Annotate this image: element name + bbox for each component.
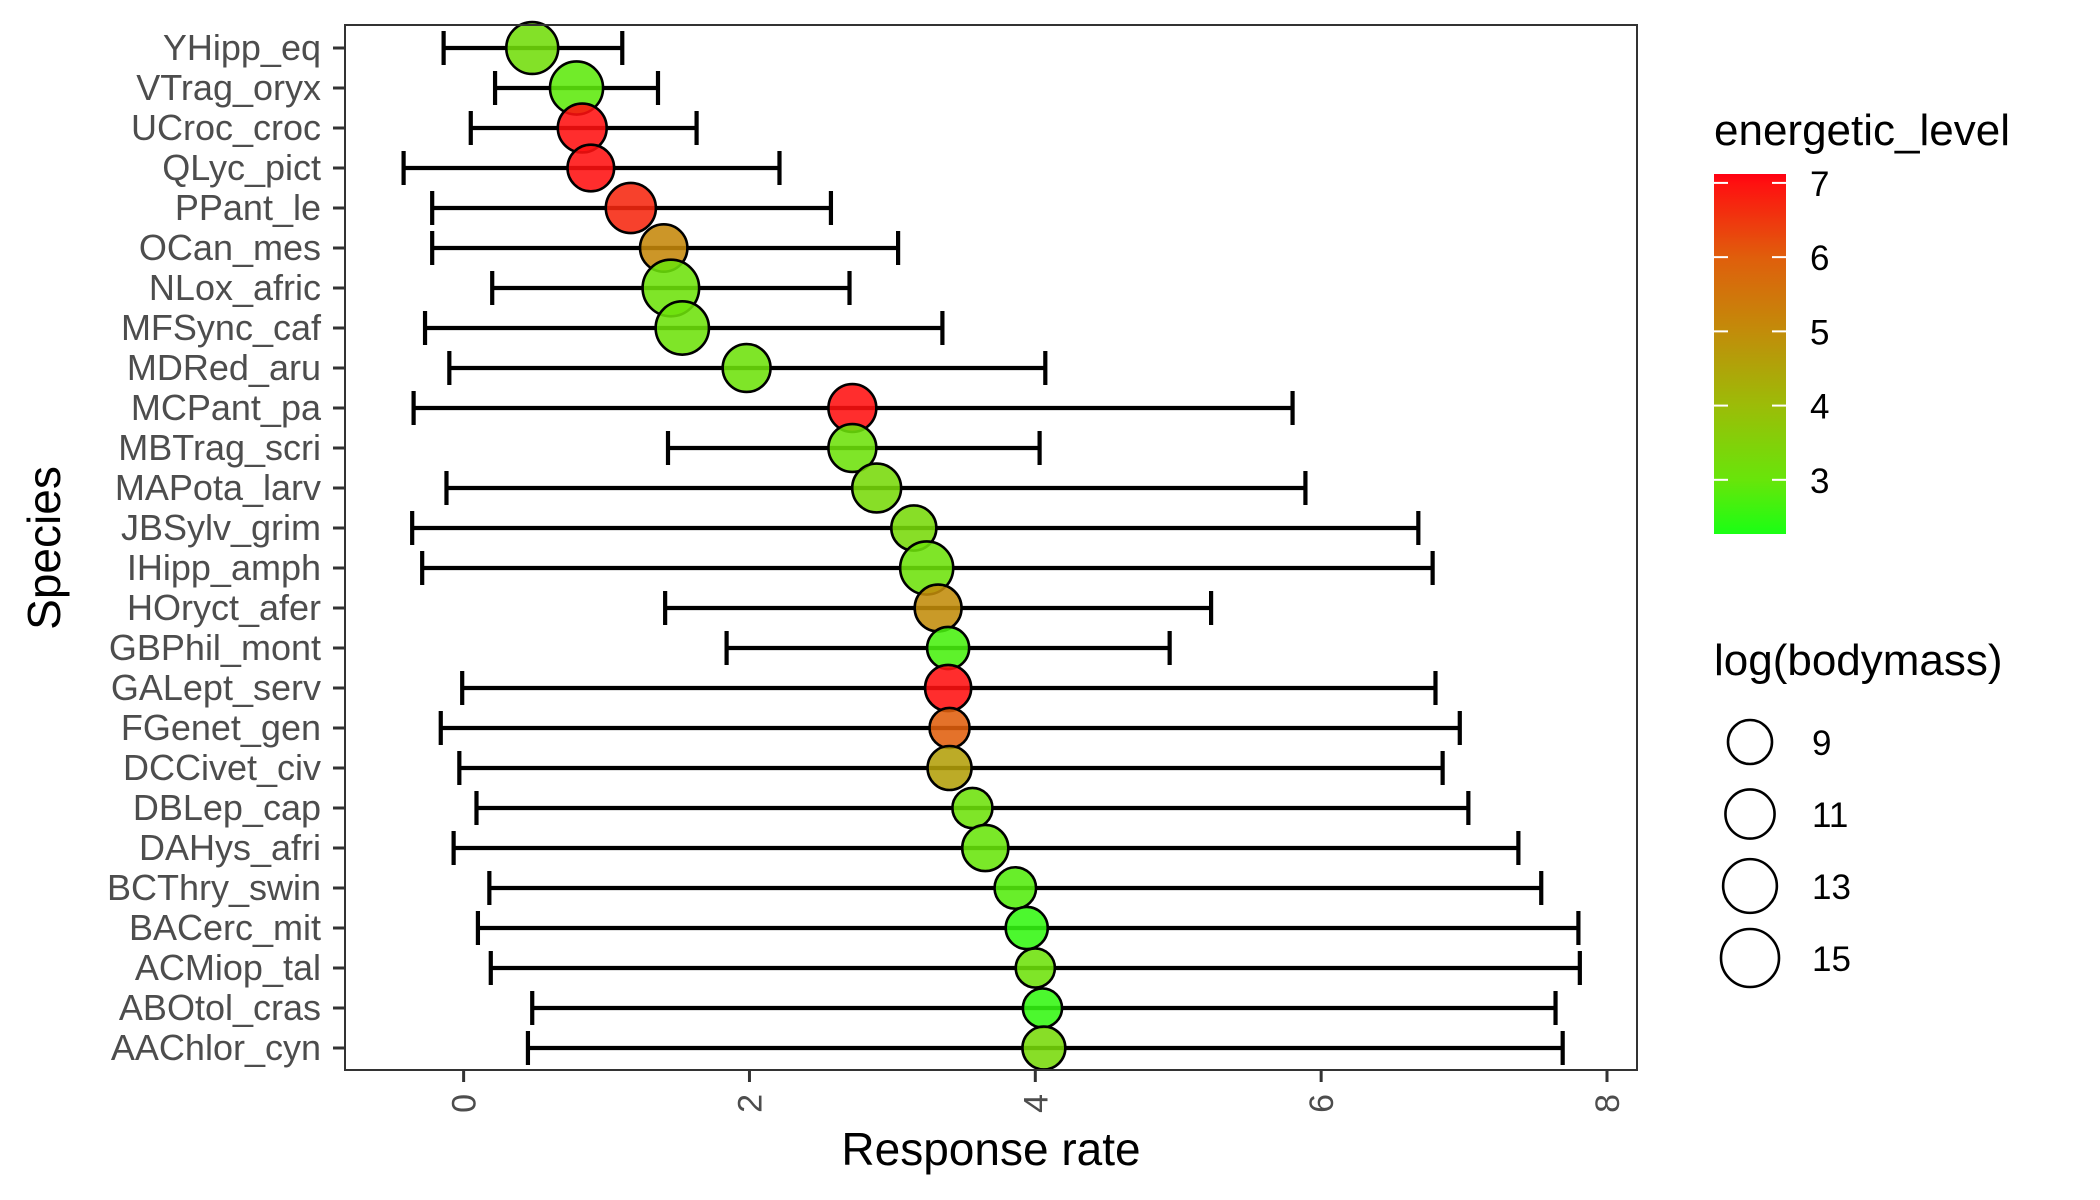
y-tick-label: BCThry_swin (107, 867, 321, 908)
y-tick-label: HOryct_afer (127, 587, 321, 628)
y-tick-label: VTrag_oryx (136, 67, 321, 108)
size-legend-circle (1726, 718, 1774, 766)
data-point (654, 300, 711, 356)
size-legend-circle (1719, 927, 1781, 989)
y-tick-label: FGenet_gen (121, 707, 321, 748)
x-tick-label: 2 (731, 1094, 769, 1113)
y-tick-label: AAChlor_cyn (111, 1027, 321, 1068)
data-point (566, 143, 616, 193)
y-tick-label: MCPant_pa (131, 387, 322, 428)
data-point (928, 706, 971, 750)
y-tick-label: BACerc_mit (129, 907, 321, 948)
size-legend-circle (1721, 857, 1779, 915)
data-point (925, 625, 971, 671)
data-point (913, 583, 963, 633)
data-point (926, 744, 973, 792)
size-legend-circle (1724, 788, 1776, 840)
size-legend-label: 13 (1812, 868, 1851, 907)
y-tick-label: MAPota_larv (115, 467, 321, 508)
data-point (1004, 905, 1050, 951)
y-tick-label: DCCivet_civ (123, 747, 321, 788)
data-point (951, 786, 994, 830)
y-tick-label: GALept_serv (111, 667, 321, 708)
y-tick-label: ACMiop_tal (135, 947, 321, 988)
data-point (923, 663, 973, 713)
x-axis-title: Response rate (841, 1123, 1140, 1175)
size-legend: log(bodymass) 9 11 13 15 (1714, 636, 2003, 989)
y-tick-label: DAHys_afri (139, 827, 321, 868)
panel-border (344, 24, 1638, 1071)
colorbar-label: 3 (1810, 462, 1829, 501)
size-legend-label: 11 (1812, 796, 1848, 835)
size-legend-keys: 9 11 13 15 (1719, 718, 1851, 989)
y-tick-label: OCan_mes (139, 227, 321, 268)
x-axis: 0 2 4 6 8 (446, 1070, 1627, 1113)
size-legend-label: 9 (1812, 724, 1831, 763)
colorbar-label: 5 (1810, 313, 1829, 352)
point-layer (504, 20, 1067, 1071)
y-tick-label: DBLep_cap (133, 787, 321, 828)
y-tick-label: IHipp_amph (127, 547, 321, 588)
colorbar-label: 4 (1810, 388, 1829, 427)
x-tick-label: 6 (1303, 1094, 1341, 1113)
y-tick-label: ABOtol_cras (119, 987, 321, 1028)
data-point (960, 823, 1010, 873)
y-tick-label: PPant_le (175, 187, 321, 228)
x-tick-label: 0 (446, 1094, 484, 1113)
y-tick-label: NLox_afric (149, 267, 321, 308)
data-point (1021, 987, 1064, 1029)
y-tick-label: QLyc_pict (162, 147, 321, 188)
colorbar (1714, 174, 1786, 534)
size-legend-label: 15 (1812, 940, 1851, 979)
data-point (604, 181, 658, 235)
data-point (721, 342, 772, 394)
data-point (993, 865, 1038, 911)
y-axis-title: Species (18, 466, 70, 630)
y-tick-label: MDRed_aru (127, 347, 321, 388)
colorbar-label: 6 (1810, 239, 1829, 278)
x-tick-label: 8 (1589, 1094, 1627, 1113)
color-legend-title: energetic_level (1714, 106, 2010, 155)
y-tick-label: GBPhil_mont (109, 627, 321, 668)
colorbar-label: 7 (1810, 165, 1829, 204)
x-tick-label: 4 (1017, 1094, 1055, 1113)
y-tick-label: YHipp_eq (163, 27, 321, 68)
color-legend: energetic_level 7 6 5 4 3 (1714, 106, 2010, 534)
size-legend-title: log(bodymass) (1714, 636, 2003, 685)
data-point (850, 462, 903, 514)
y-tick-label: UCroc_croc (131, 107, 321, 148)
y-axis: YHipp_eqVTrag_oryxUCroc_crocQLyc_pictPPa… (107, 27, 345, 1068)
data-point (1021, 1025, 1067, 1071)
y-tick-label: JBSylv_grim (121, 507, 321, 548)
y-tick-label: MBTrag_scri (118, 427, 321, 468)
data-point (827, 422, 878, 474)
data-point (504, 20, 560, 76)
y-tick-label: MFSync_caf (121, 307, 322, 348)
colorbar-ticks: 7 6 5 4 3 (1714, 165, 1829, 501)
data-point (1014, 947, 1057, 989)
